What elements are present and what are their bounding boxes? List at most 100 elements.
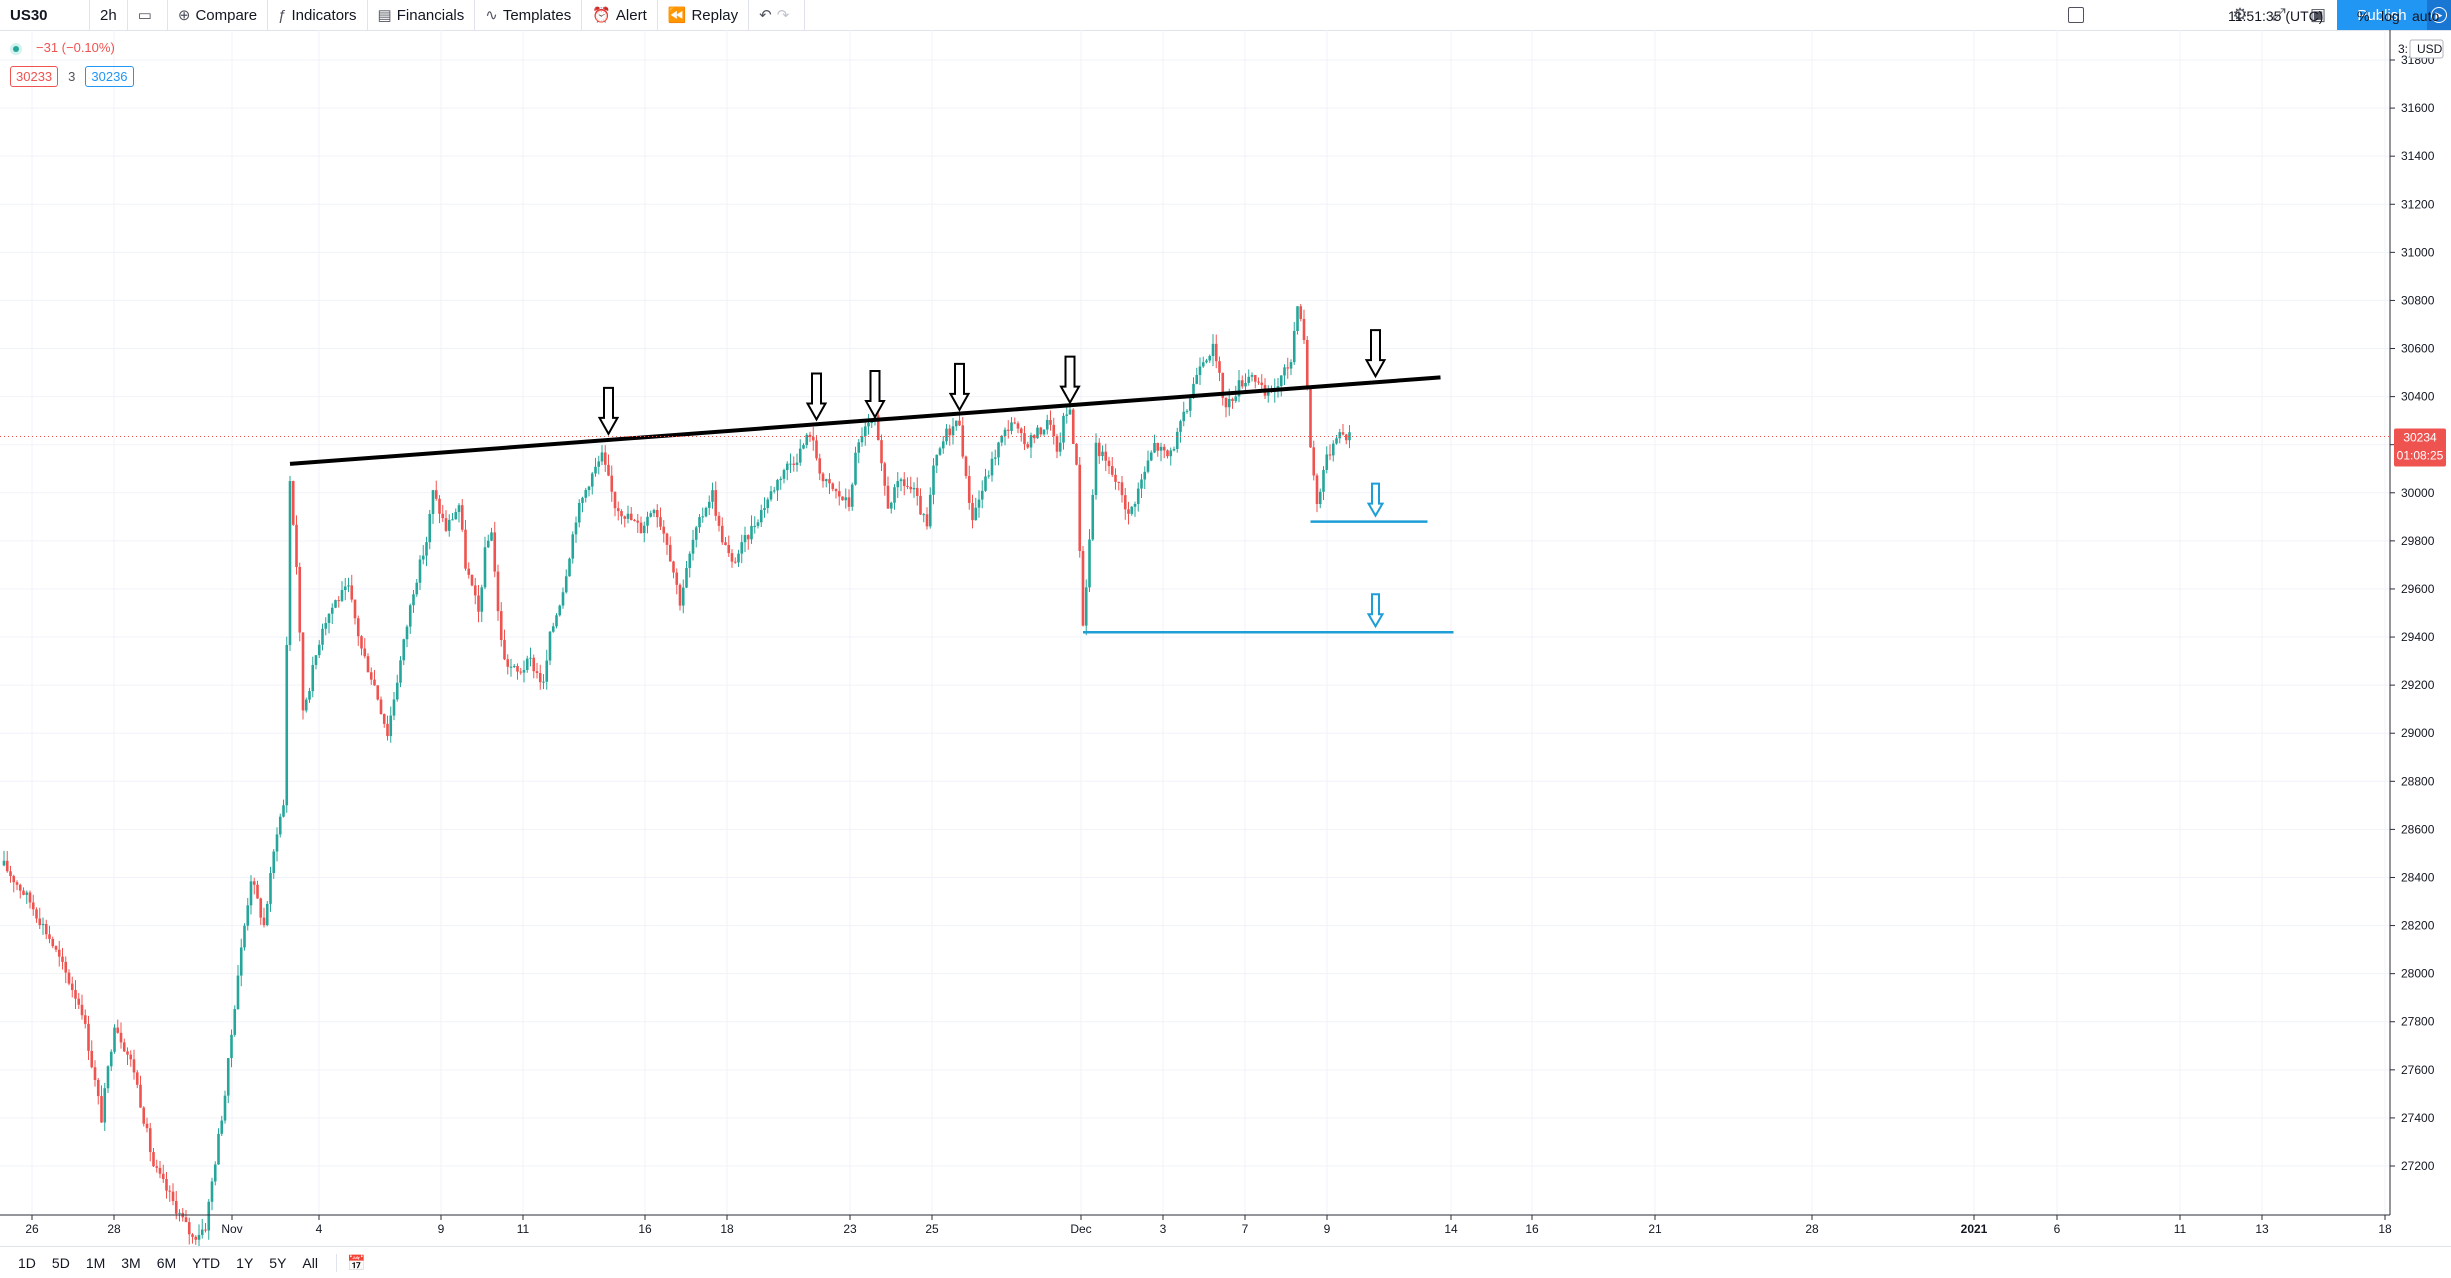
price-tick-label: 29000: [2401, 726, 2435, 740]
candle-up: [1322, 469, 1325, 492]
gear-icon: ⚙: [2232, 5, 2248, 24]
candle-up: [486, 540, 490, 548]
time-tick-label: 18: [2378, 1222, 2392, 1236]
candle-down: [1052, 424, 1056, 437]
resistance-touch-arrow[interactable]: [864, 370, 886, 420]
time-tick-label: 28: [107, 1222, 121, 1236]
candle-up: [239, 947, 243, 976]
candle-down: [152, 1152, 155, 1167]
candle-down: [1016, 423, 1020, 429]
candle-up: [1289, 362, 1293, 369]
buy-price-button[interactable]: 30236: [85, 66, 134, 87]
redo-icon[interactable]: ↷: [776, 7, 790, 24]
clock-display[interactable]: 11:51:35 (UTC): [2228, 7, 2324, 24]
range-button-1d[interactable]: 1D: [18, 1254, 36, 1271]
candle-up: [1192, 383, 1195, 399]
resistance-touch-arrow[interactable]: [1364, 329, 1387, 379]
candle-down: [828, 479, 831, 484]
replay-button[interactable]: ⏪ Replay: [658, 0, 750, 30]
candle-up: [347, 585, 350, 587]
time-tick-label: 11: [517, 1222, 530, 1236]
range-button-all[interactable]: All: [302, 1254, 318, 1271]
candle-up: [542, 681, 545, 683]
price-chart[interactable]: 27200 27400 27600 27800 28000 28200 28400 28600…: [0, 30, 2451, 1246]
candle-up: [740, 542, 744, 554]
candle-down: [519, 671, 523, 673]
range-button-1m[interactable]: 1M: [85, 1254, 106, 1271]
candle-down: [665, 533, 669, 545]
time-tick-label: 18: [720, 1222, 734, 1236]
indicators-button[interactable]: ƒ Indicators: [268, 0, 368, 30]
log-toggle[interactable]: log: [2381, 7, 2400, 24]
candle-down: [148, 1128, 152, 1153]
range-button-6m[interactable]: 6M: [156, 1254, 177, 1271]
support-target-arrow[interactable]: [1366, 593, 1385, 629]
layout-button[interactable]: [2062, 0, 2090, 30]
candle-up: [545, 660, 549, 682]
price-tick-label: 30000: [2401, 486, 2435, 500]
range-button-3m[interactable]: 3M: [121, 1254, 141, 1271]
candle-down: [31, 902, 35, 910]
candle-down: [678, 584, 682, 606]
currency-badge[interactable]: [2409, 39, 2444, 59]
candle-up: [1172, 448, 1176, 451]
square-icon: [2068, 7, 2084, 23]
time-tick-label: 9: [1324, 1222, 1331, 1236]
candle-up: [275, 834, 279, 852]
candle-up: [1029, 435, 1033, 448]
range-button-5d[interactable]: 5D: [51, 1254, 70, 1271]
resistance-touch-arrow[interactable]: [1059, 355, 1081, 405]
alert-button[interactable]: ⏰ Alert: [582, 0, 658, 30]
candle-up: [395, 682, 399, 700]
candle-down: [1260, 382, 1264, 385]
sell-price-button[interactable]: 30233: [10, 66, 59, 87]
candle-up: [941, 441, 945, 449]
compare-button[interactable]: ⊕ Compare: [168, 0, 269, 30]
interval-button[interactable]: 2h: [90, 0, 128, 30]
publish-button[interactable]: Publish: [2337, 0, 2427, 30]
settings-button[interactable]: ⚙: [2225, 0, 2255, 30]
resistance-touch-arrow[interactable]: [805, 372, 828, 422]
range-button-5y[interactable]: 5Y: [269, 1254, 287, 1271]
financials-button[interactable]: ▤ Financials: [368, 0, 476, 30]
templates-button[interactable]: ∿ Templates: [475, 0, 583, 30]
range-button-1y[interactable]: 1Y: [236, 1254, 254, 1271]
candle-up: [548, 631, 552, 661]
candle-down: [1117, 481, 1121, 483]
range-button-ytd[interactable]: YTD: [192, 1254, 221, 1271]
candle-up: [327, 613, 331, 624]
fullscreen-button[interactable]: ⤢: [2265, 0, 2293, 30]
alert-label: Alert: [615, 6, 647, 24]
support-target-arrow[interactable]: [1366, 482, 1385, 518]
time-tick-label: 3: [1160, 1222, 1167, 1236]
chart-style-button[interactable]: ▭: [128, 0, 168, 30]
auto-toggle[interactable]: auto: [2412, 7, 2440, 24]
goto-date-icon[interactable]: 📅: [346, 1254, 366, 1272]
candle-down: [503, 640, 506, 660]
undo-button[interactable]: ↶ ↷: [749, 0, 806, 30]
price-tick-label: 31600: [2401, 101, 2435, 115]
candle-down: [64, 961, 68, 973]
symbol-search[interactable]: US30: [0, 0, 90, 30]
candle-down: [1214, 343, 1218, 362]
resistance-trend-line[interactable]: [289, 375, 1441, 466]
price-tick-label: 27400: [2401, 1111, 2435, 1125]
candle-down: [174, 1201, 178, 1214]
candle-up: [509, 666, 513, 668]
market-status-icon[interactable]: [10, 42, 22, 55]
candle-down: [184, 1217, 188, 1223]
candle-up: [698, 517, 701, 528]
candle-down: [1114, 474, 1117, 482]
resistance-touch-arrow[interactable]: [597, 386, 620, 436]
time-tick-label: 16: [1525, 1222, 1539, 1236]
percent-toggle[interactable]: %: [2357, 7, 2370, 24]
resistance-touch-arrow[interactable]: [948, 362, 971, 412]
candle-up: [483, 547, 487, 588]
play-button[interactable]: ▶: [2427, 0, 2451, 30]
candle-down: [1110, 466, 1114, 475]
snapshot-button[interactable]: ▣: [2303, 0, 2333, 30]
alarm-clock-icon: ⏰: [592, 7, 611, 24]
candle-down: [142, 1107, 146, 1124]
price-tick-label: 31000: [2401, 245, 2435, 259]
candle-down: [187, 1222, 191, 1235]
